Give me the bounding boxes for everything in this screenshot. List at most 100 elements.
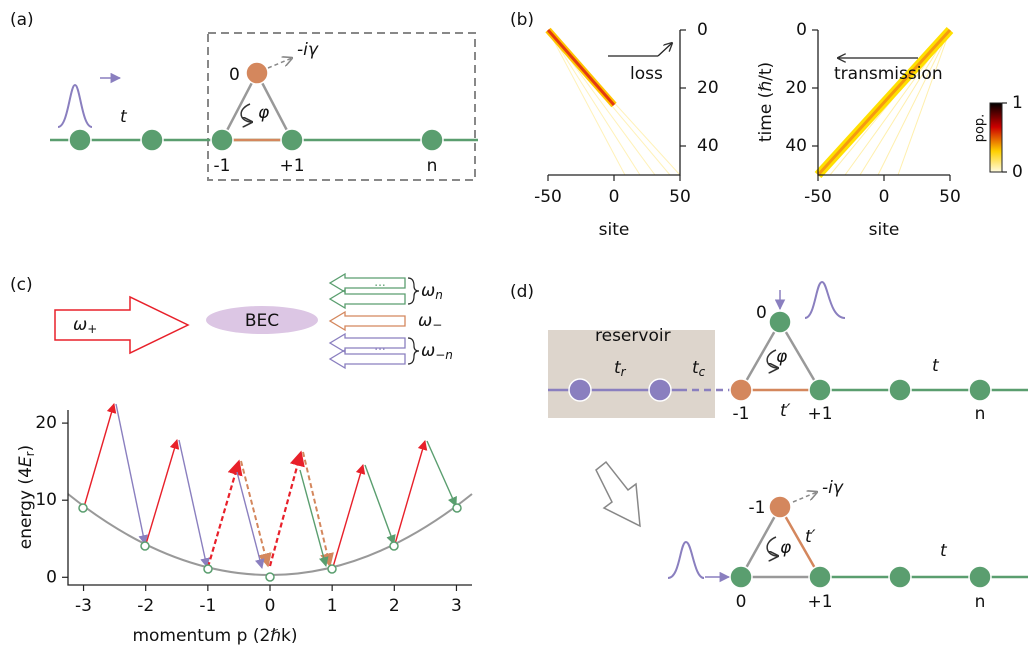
hollow-arrow [595, 460, 641, 528]
x-tick-label: -50 [804, 187, 832, 207]
panel-label: (b) [510, 10, 534, 30]
loss-arrow [792, 492, 817, 503]
y-tick-label: 40 [697, 136, 719, 156]
loss-label: -iγ [822, 478, 844, 498]
panel-d: (d) reservoir tr tc t t′ φ 0 -1 +1 n -1 … [510, 280, 1028, 612]
lossy-site [768, 495, 792, 519]
loss-arrow [267, 58, 292, 69]
x-tick-label: 50 [939, 187, 961, 207]
bond [255, 72, 294, 141]
x-axis-label: site [599, 220, 630, 240]
site-label: -1 [749, 498, 766, 518]
site-label: +1 [807, 592, 832, 612]
site-label: -1 [733, 404, 750, 424]
y-axis-label: time (ℏ/t) [756, 62, 776, 142]
reservoir-label: reservoir [595, 326, 671, 346]
bec-label: BEC [245, 311, 279, 331]
flux-label: φ [780, 538, 792, 558]
x-tick-label: 0 [265, 596, 276, 616]
site-label: +1 [279, 156, 304, 176]
x-tick-label: 3 [451, 596, 462, 616]
output-arrows [328, 272, 406, 370]
x-tick-label: 2 [389, 596, 400, 616]
site-label: +1 [807, 404, 832, 424]
y-tick-label: 20 [697, 78, 719, 98]
x-tick-label: 0 [879, 187, 890, 207]
brace [407, 277, 420, 305]
transitions [83, 403, 457, 569]
site-label: 0 [736, 592, 747, 612]
wave-packet [667, 540, 705, 579]
output-label: ωn [421, 281, 443, 302]
x-tick-label: -3 [75, 596, 92, 616]
site [729, 378, 753, 402]
y-tick-label: 10 [35, 490, 57, 510]
y-axis-label: energy (4Er) [16, 445, 37, 549]
panel-label: (d) [510, 282, 534, 302]
annotation: loss [630, 64, 663, 84]
sites [68, 128, 444, 152]
panel-a: (a) t 0 -iγ φ -1 +1 n [10, 10, 478, 181]
bond [220, 72, 259, 141]
x-tick-label: 1 [327, 596, 338, 616]
x-axis-label: site [869, 220, 900, 240]
site-label: 0 [756, 303, 767, 323]
output-label: ω− [418, 311, 442, 332]
bond [778, 321, 822, 391]
hopping-label: t [940, 541, 948, 561]
hopping-label: t′ [780, 401, 791, 421]
y-tick-label: 0 [796, 20, 807, 40]
panel-c: (c) ω+ BEC ··· ··· ωn ω− ω−n momentum p … [10, 272, 473, 646]
flux-arrow [766, 349, 778, 368]
bond [739, 506, 782, 578]
x-tick-label: 50 [669, 187, 691, 207]
brace [407, 337, 420, 365]
heatmap-trace [816, 28, 952, 177]
sites [768, 310, 992, 402]
y-tick-label: 0 [697, 20, 708, 40]
colorbar-label: pop. [973, 114, 988, 143]
flux-arrow [240, 103, 252, 122]
flux-label: φ [258, 103, 270, 123]
x-tick-label: 0 [609, 187, 620, 207]
sites [729, 565, 992, 589]
x-axis-label: momentum p (2ℏk) [132, 626, 297, 646]
site-label: 0 [229, 65, 240, 85]
colorbar-tick-label: 0 [1012, 162, 1023, 182]
colorbar [989, 102, 1003, 173]
panel-label: (c) [10, 275, 33, 295]
hopping-label: tr [614, 358, 627, 379]
axis [67, 410, 472, 586]
x-tick-label: -50 [534, 187, 562, 207]
dots: ··· [374, 343, 385, 357]
output-label: ω−n [421, 341, 453, 362]
heatmap-trace [546, 29, 616, 106]
pump-label: ω+ [73, 315, 97, 336]
x-tick-label: -2 [137, 596, 154, 616]
site-label: n [975, 592, 986, 612]
lossy-site [245, 61, 269, 85]
panel-b: (b) loss transmission site site time (ℏ/… [510, 10, 1023, 240]
site-label: n [975, 404, 986, 424]
hopping-label: t [932, 356, 940, 376]
reservoir-sites [568, 378, 672, 402]
y-tick-label: 20 [35, 413, 57, 433]
flux-arrow [766, 536, 778, 556]
y-tick-label: 0 [46, 567, 57, 587]
reservoir-box [548, 330, 715, 418]
hopping-label: tc [692, 358, 706, 379]
hopping-label: t′ [805, 527, 816, 547]
y-tick-label: 20 [785, 78, 807, 98]
dashed-box [207, 32, 476, 181]
wave-packet [804, 280, 846, 319]
y-tick-label: 40 [785, 136, 807, 156]
x-tick-label: -1 [199, 596, 216, 616]
dots: ··· [374, 279, 385, 293]
pump-arrow [54, 295, 190, 355]
site-label: -1 [214, 156, 231, 176]
colorbar-tick-label: 1 [1012, 93, 1023, 113]
annotation-arrow [657, 43, 672, 57]
bec [206, 306, 318, 334]
hopping-label: t [120, 107, 128, 127]
bond [739, 321, 782, 391]
